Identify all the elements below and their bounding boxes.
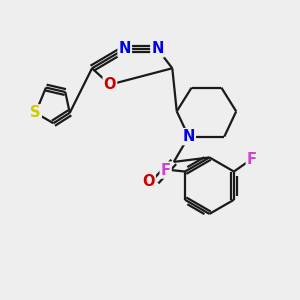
Text: N: N xyxy=(118,41,131,56)
Text: N: N xyxy=(151,41,164,56)
Text: O: O xyxy=(103,77,116,92)
Text: N: N xyxy=(182,129,195,144)
Text: O: O xyxy=(142,174,155,189)
Text: F: F xyxy=(161,163,171,178)
Text: F: F xyxy=(247,152,257,167)
Text: S: S xyxy=(30,105,41,120)
